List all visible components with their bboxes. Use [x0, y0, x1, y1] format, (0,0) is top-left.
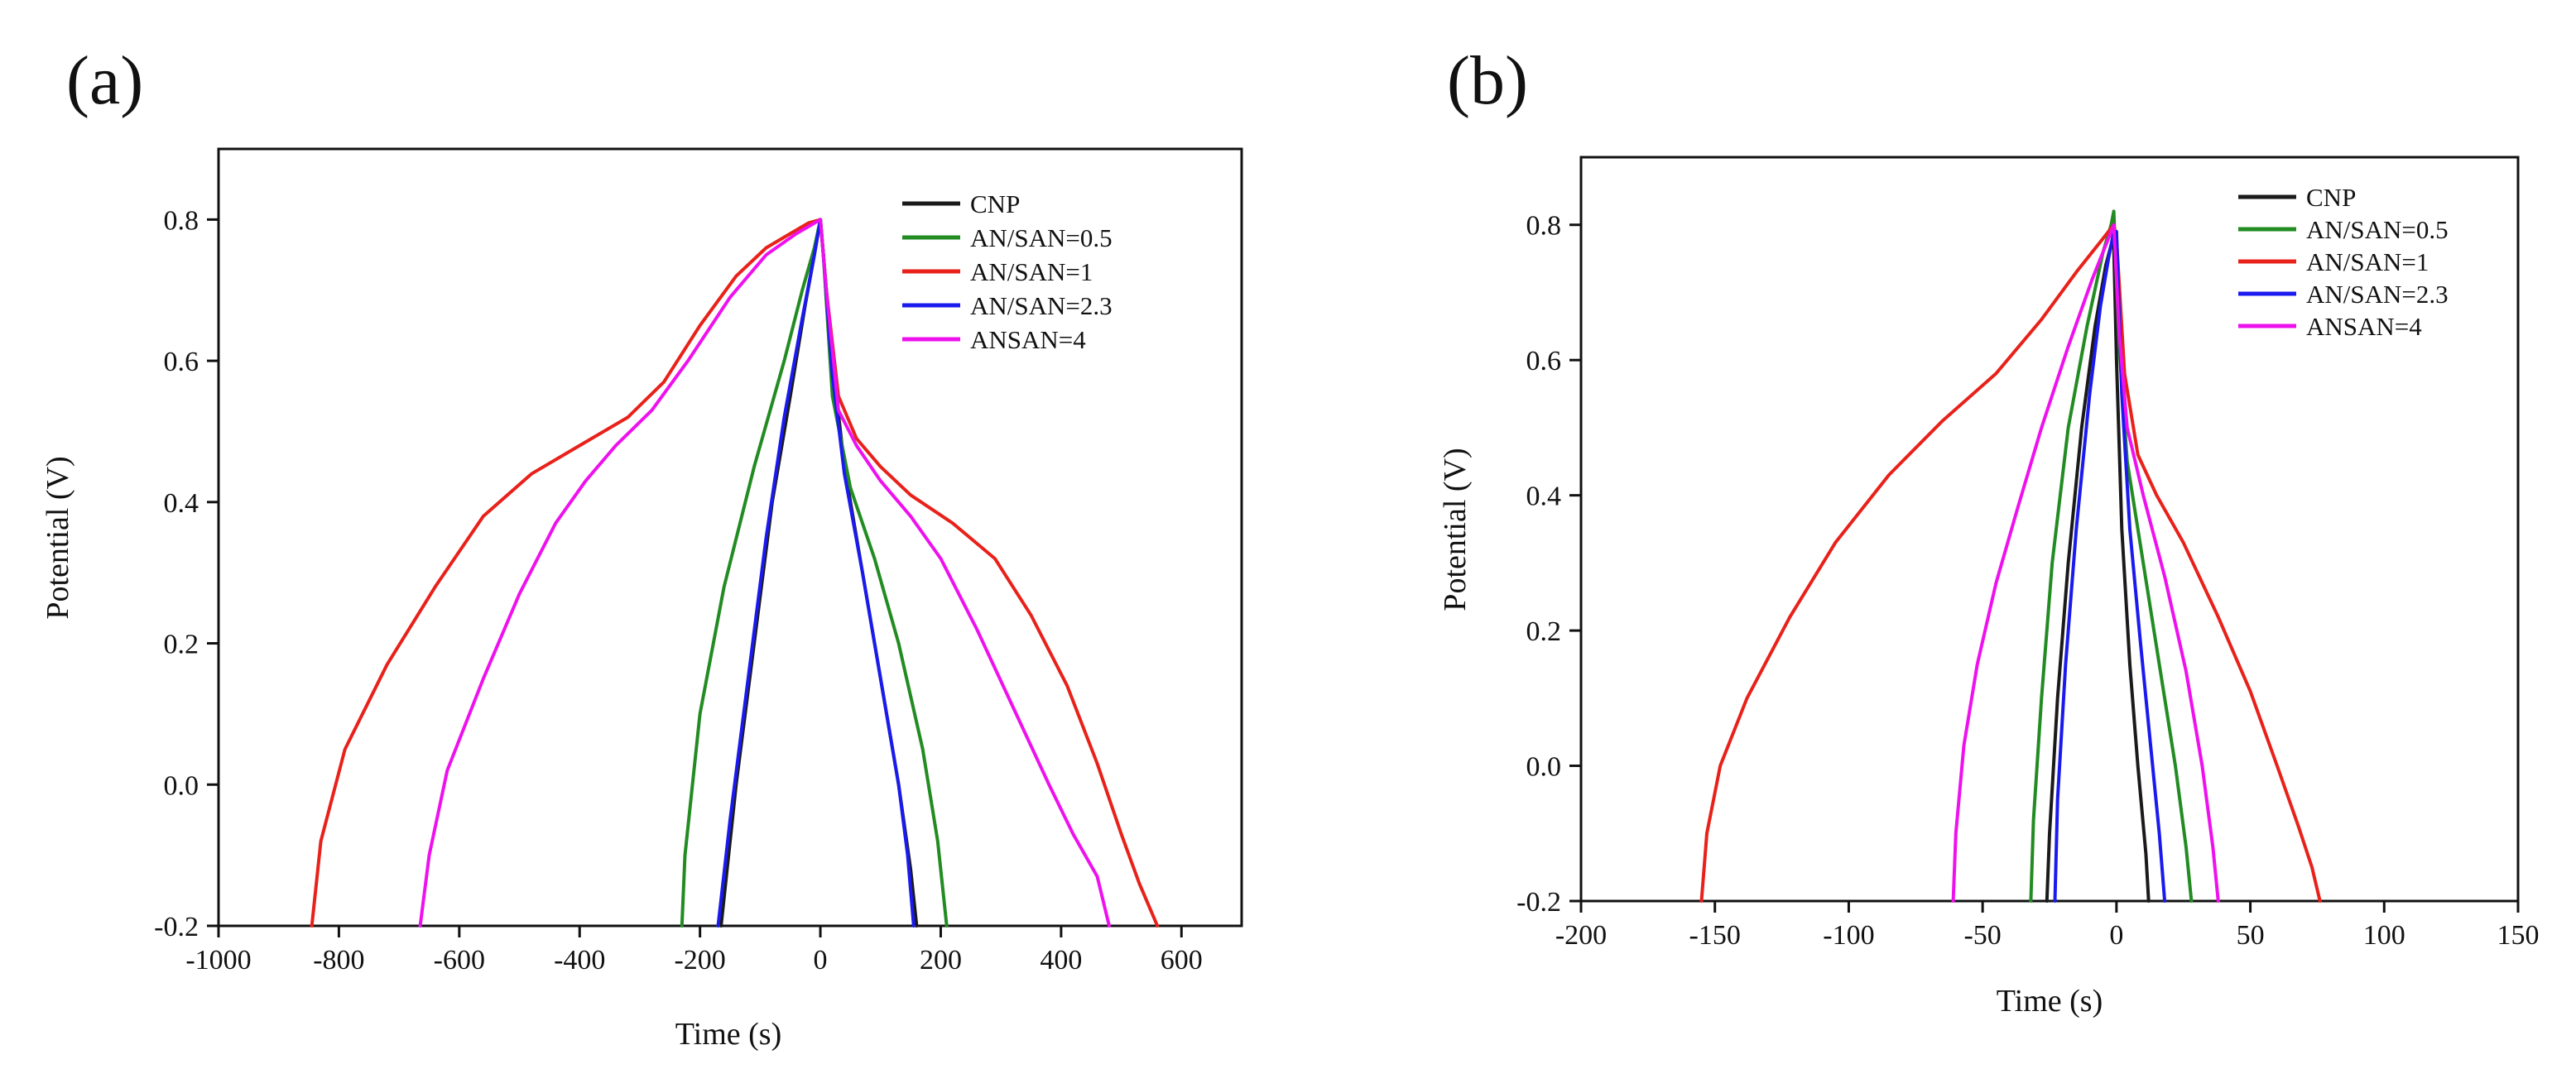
y-tick-label-a: -0.2 [154, 912, 199, 942]
series-lines-a [310, 218, 1160, 928]
x-tick-label-b: 100 [2363, 920, 2405, 951]
x-tick-label-b: -100 [1823, 920, 1874, 951]
y-axis-label-b: Potential (V) [1438, 448, 1473, 611]
series-line-an-san-0-5-a [680, 218, 949, 928]
x-tick-label-b: -50 [1963, 920, 2001, 951]
series-line-an-san-2-3-b [2053, 229, 2167, 903]
x-tick-label-a: -1000 [185, 945, 251, 976]
legend-label-b: AN/SAN=2.3 [2306, 280, 2449, 309]
x-axis-label-a: Time (s) [675, 1017, 781, 1052]
x-tick-label-a: 200 [920, 945, 962, 976]
legend-b: CNP AN/SAN=0.5 AN/SAN=1 AN/SAN=2.3 ANSAN=4 [2238, 183, 2449, 341]
x-tick-label-a: 0 [814, 945, 828, 976]
legend-label-b: ANSAN=4 [2306, 312, 2422, 341]
series-line-cnp-a [719, 218, 919, 928]
x-ticks-a: -1000 -800 -600 -400 -200 0 200 400 600 [185, 926, 1203, 976]
legend-label-a: AN/SAN=0.5 [970, 223, 1113, 252]
series-lines-b [1699, 209, 2322, 903]
series-line-an-san-2-3-a [716, 218, 916, 928]
y-tick-label-a: 0.4 [164, 488, 199, 519]
y-ticks-b: -0.2 0.0 0.2 0.4 0.6 0.8 [1516, 211, 1581, 918]
y-tick-label-b: 0.8 [1526, 211, 1562, 242]
x-axis-label-b: Time (s) [1997, 984, 2103, 1019]
y-tick-label-a: 0.2 [164, 630, 199, 660]
chart-panel-b: (b) -200 -150 -100 -50 0 50 100 150 -0.2 0.0 0.2 0… [1438, 42, 2540, 1019]
series-line-an-san-1-a [310, 218, 1160, 928]
x-tick-label-a: -800 [313, 945, 364, 976]
y-tick-label-a: 0.0 [164, 770, 199, 801]
x-tick-label-a: 400 [1040, 945, 1082, 976]
plot-frame-a [217, 147, 1243, 928]
x-tick-label-a: -400 [554, 945, 605, 976]
y-tick-label-b: 0.6 [1526, 346, 1562, 376]
x-tick-label-a: 600 [1161, 945, 1203, 976]
y-tick-label-b: 0.0 [1526, 752, 1562, 783]
series-line-an-san-0-5-b [2029, 209, 2194, 903]
legend-label-a: AN/SAN=2.3 [970, 291, 1113, 320]
y-tick-label-b: 0.4 [1526, 482, 1562, 512]
x-ticks-b: -200 -150 -100 -50 0 50 100 150 [1555, 901, 2540, 951]
y-tick-label-a: 0.8 [164, 205, 199, 236]
x-tick-label-a: -600 [434, 945, 485, 976]
y-axis-label-a: Potential (V) [41, 456, 75, 619]
y-tick-label-b: -0.2 [1516, 887, 1561, 918]
legend-label-b: CNP [2306, 183, 2356, 212]
x-tick-label-b: 150 [2497, 920, 2540, 951]
y-tick-label-a: 0.6 [164, 347, 199, 377]
legend-label-a: AN/SAN=1 [970, 257, 1093, 286]
legend-label-a: CNP [970, 189, 1020, 218]
series-line-an-san-1-b [1699, 223, 2322, 903]
series-line-ansan-4-b [1951, 223, 2220, 903]
y-tick-label-b: 0.2 [1526, 616, 1562, 647]
panel-label-b: (b) [1447, 42, 1528, 119]
legend-label-b: AN/SAN=0.5 [2306, 215, 2449, 244]
x-tick-label-b: 0 [2109, 920, 2123, 951]
legend-a: CNP AN/SAN=0.5 AN/SAN=1 AN/SAN=2.3 ANSAN=4 [902, 189, 1113, 354]
x-tick-label-b: -150 [1689, 920, 1741, 951]
plot-frame-b [1579, 156, 2520, 903]
series-line-ansan-4-a [418, 218, 1111, 928]
legend-label-a: ANSAN=4 [970, 325, 1086, 354]
panel-label-a: (a) [66, 42, 143, 119]
x-tick-label-a: -200 [674, 945, 725, 976]
chart-panel-a: (a) -1000 -800 -600 -400 -200 0 200 400 600 -0.2… [41, 42, 1243, 1052]
x-tick-label-b: 50 [2237, 920, 2265, 951]
legend-label-b: AN/SAN=1 [2306, 247, 2429, 276]
y-ticks-a: -0.2 0.0 0.2 0.4 0.6 0.8 [154, 205, 219, 942]
x-tick-label-b: -200 [1555, 920, 1607, 951]
